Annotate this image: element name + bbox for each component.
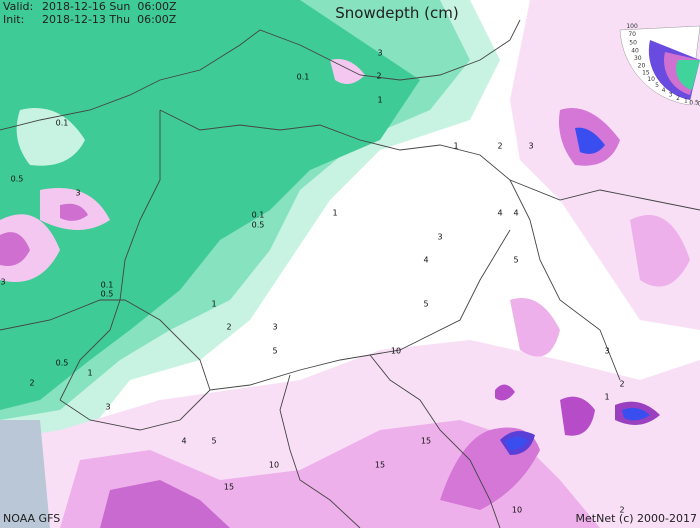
- legend-label: 10: [647, 76, 655, 83]
- contour-label: 5: [272, 347, 277, 356]
- contour-label: 0.5: [252, 221, 265, 230]
- contour-label: 2: [619, 380, 624, 389]
- contour-label: 0.1: [56, 119, 69, 128]
- contour-label: 1: [453, 142, 458, 151]
- contour-label: 4: [181, 437, 186, 446]
- legend-label: 5: [655, 82, 659, 89]
- contour-label: 3: [377, 49, 382, 58]
- init-label: Init:: [3, 13, 24, 26]
- legend-label: 0.1: [698, 100, 700, 107]
- contour-label: 3: [528, 142, 533, 151]
- legend-label: 100: [626, 23, 638, 30]
- contour-label: 5: [423, 300, 428, 309]
- contour-label: 1: [211, 300, 216, 309]
- borders: [0, 19, 700, 528]
- contour-label: 15: [421, 437, 431, 446]
- contour-label: 2: [619, 506, 624, 515]
- valid-time: 2018-12-16 Sun 06:00Z: [42, 0, 177, 13]
- contour-label: 0.5: [56, 359, 69, 368]
- credit: MetNet (c) 2000-2017: [576, 512, 697, 525]
- contour-label: 4: [423, 256, 428, 265]
- contour-label: 10: [391, 347, 401, 356]
- contour-label: 1: [604, 393, 609, 402]
- contour-label: 2: [29, 379, 34, 388]
- contour-label: 5: [211, 437, 216, 446]
- contour-label: 4: [497, 209, 502, 218]
- contour-label: 4: [513, 209, 518, 218]
- legend-label: 30: [634, 55, 642, 62]
- contour-label: 15: [224, 483, 234, 492]
- legend-label: 20: [638, 63, 646, 70]
- legend-label: 40: [631, 47, 639, 54]
- model-name: NOAA GFS: [3, 512, 60, 525]
- init-time: 2018-12-13 Thu 06:00Z: [42, 13, 177, 26]
- contour-label: 1: [87, 369, 92, 378]
- contour-label: 10: [512, 506, 522, 515]
- map-title: Snowdepth (cm): [335, 4, 458, 22]
- contour-label: 3: [437, 233, 442, 242]
- contour-label: 3: [105, 403, 110, 412]
- contour-label: 0.1: [297, 73, 310, 82]
- valid-label: Valid:: [3, 0, 33, 13]
- contour-label: 3: [75, 189, 80, 198]
- legend-label: 1: [684, 98, 688, 105]
- contour-label: 0.1: [252, 211, 265, 220]
- contour-label: 15: [375, 461, 385, 470]
- legend-fan: [619, 25, 700, 106]
- legend-label: 3: [669, 91, 673, 98]
- contour-label: 1: [377, 96, 382, 105]
- contour-label: 3: [0, 278, 5, 287]
- contour-label: 0.1: [101, 281, 114, 290]
- contour-label: 1: [332, 209, 337, 218]
- legend-label: 15: [642, 70, 650, 77]
- contour-label: 2: [226, 323, 231, 332]
- contour-label: 2: [497, 142, 502, 151]
- contour-label: 5: [513, 256, 518, 265]
- contour-label: 10: [269, 461, 279, 470]
- legend-label: 2: [676, 95, 680, 102]
- contour-label: 3: [604, 347, 609, 356]
- contour-label: 0.5: [11, 175, 24, 184]
- contour-label: 2: [376, 72, 381, 81]
- legend-label: 4: [662, 87, 666, 94]
- contour-label: 0.5: [101, 290, 114, 299]
- contour-label: 3: [272, 323, 277, 332]
- legend-label: 50: [629, 39, 637, 46]
- legend-label: 0.5: [689, 100, 699, 107]
- legend-label: 70: [628, 31, 636, 38]
